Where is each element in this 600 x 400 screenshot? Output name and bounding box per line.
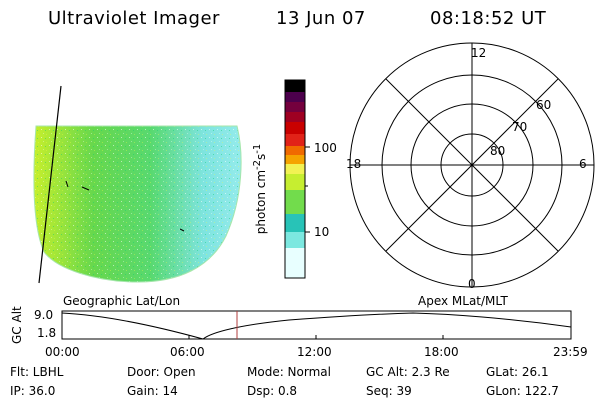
- door-value: Door: Open: [127, 365, 196, 379]
- colorbar-label-text: photon cm-2s-1: [252, 143, 268, 235]
- time-tick-1800: 18:00: [424, 345, 459, 359]
- right-track-title: Apex MLat/MLT: [418, 294, 508, 308]
- seq-value: Seq: 39: [366, 384, 412, 398]
- left-track-title: Geographic Lat/Lon: [63, 294, 181, 308]
- colorbar-tick-100: 100: [314, 141, 337, 155]
- altitude-tick-high: 9.0: [34, 308, 54, 322]
- image-mark-1: [65, 180, 69, 188]
- uv-image: [33, 85, 242, 284]
- altitude-plot: [61, 310, 572, 340]
- altitude-y-label: GC Alt: [10, 306, 24, 344]
- image-mark-2: [81, 186, 90, 191]
- uv-image-noise: [34, 126, 242, 282]
- time-label: 08:18:52 UT: [430, 8, 547, 29]
- time-tick-0000: 00:00: [45, 345, 80, 359]
- lat-label-60: 60: [536, 98, 552, 112]
- glon-value: GLon: 122.7: [486, 384, 559, 398]
- lat-label-70: 70: [512, 120, 528, 134]
- colorbar: [284, 79, 310, 279]
- mlt-label-18: 18: [346, 157, 362, 171]
- glat-value: GLat: 26.1: [486, 365, 549, 379]
- limb-line: [38, 85, 62, 284]
- flt-value: Flt: LBHL: [10, 365, 64, 379]
- polar-plot: [349, 42, 595, 288]
- mode-value: Mode: Normal: [247, 365, 331, 379]
- mlt-label-0: 0: [468, 277, 476, 291]
- image-mark-3: [179, 228, 185, 232]
- instrument-title: Ultraviolet Imager: [48, 8, 220, 29]
- gain-value: Gain: 14: [127, 384, 178, 398]
- mlt-label-12: 12: [471, 46, 487, 60]
- time-tick-2359: 23:59: [553, 345, 588, 359]
- time-tick-0600: 06:00: [170, 345, 205, 359]
- gc-alt-value: GC Alt: 2.3 Re: [366, 365, 450, 379]
- ip-value: IP: 36.0: [10, 384, 56, 398]
- colorbar-label: photon cm-2s-1: [252, 134, 268, 244]
- date-label: 13 Jun 07: [276, 8, 366, 29]
- dsp-value: Dsp: 0.8: [247, 384, 298, 398]
- uv-image-outline: [33, 125, 242, 283]
- colorbar-tick-10: 10: [314, 225, 330, 239]
- time-tick-1200: 12:00: [297, 345, 332, 359]
- altitude-tick-low: 1.8: [37, 326, 57, 340]
- lat-label-80: 80: [490, 144, 506, 158]
- mlt-label-6: 6: [579, 157, 587, 171]
